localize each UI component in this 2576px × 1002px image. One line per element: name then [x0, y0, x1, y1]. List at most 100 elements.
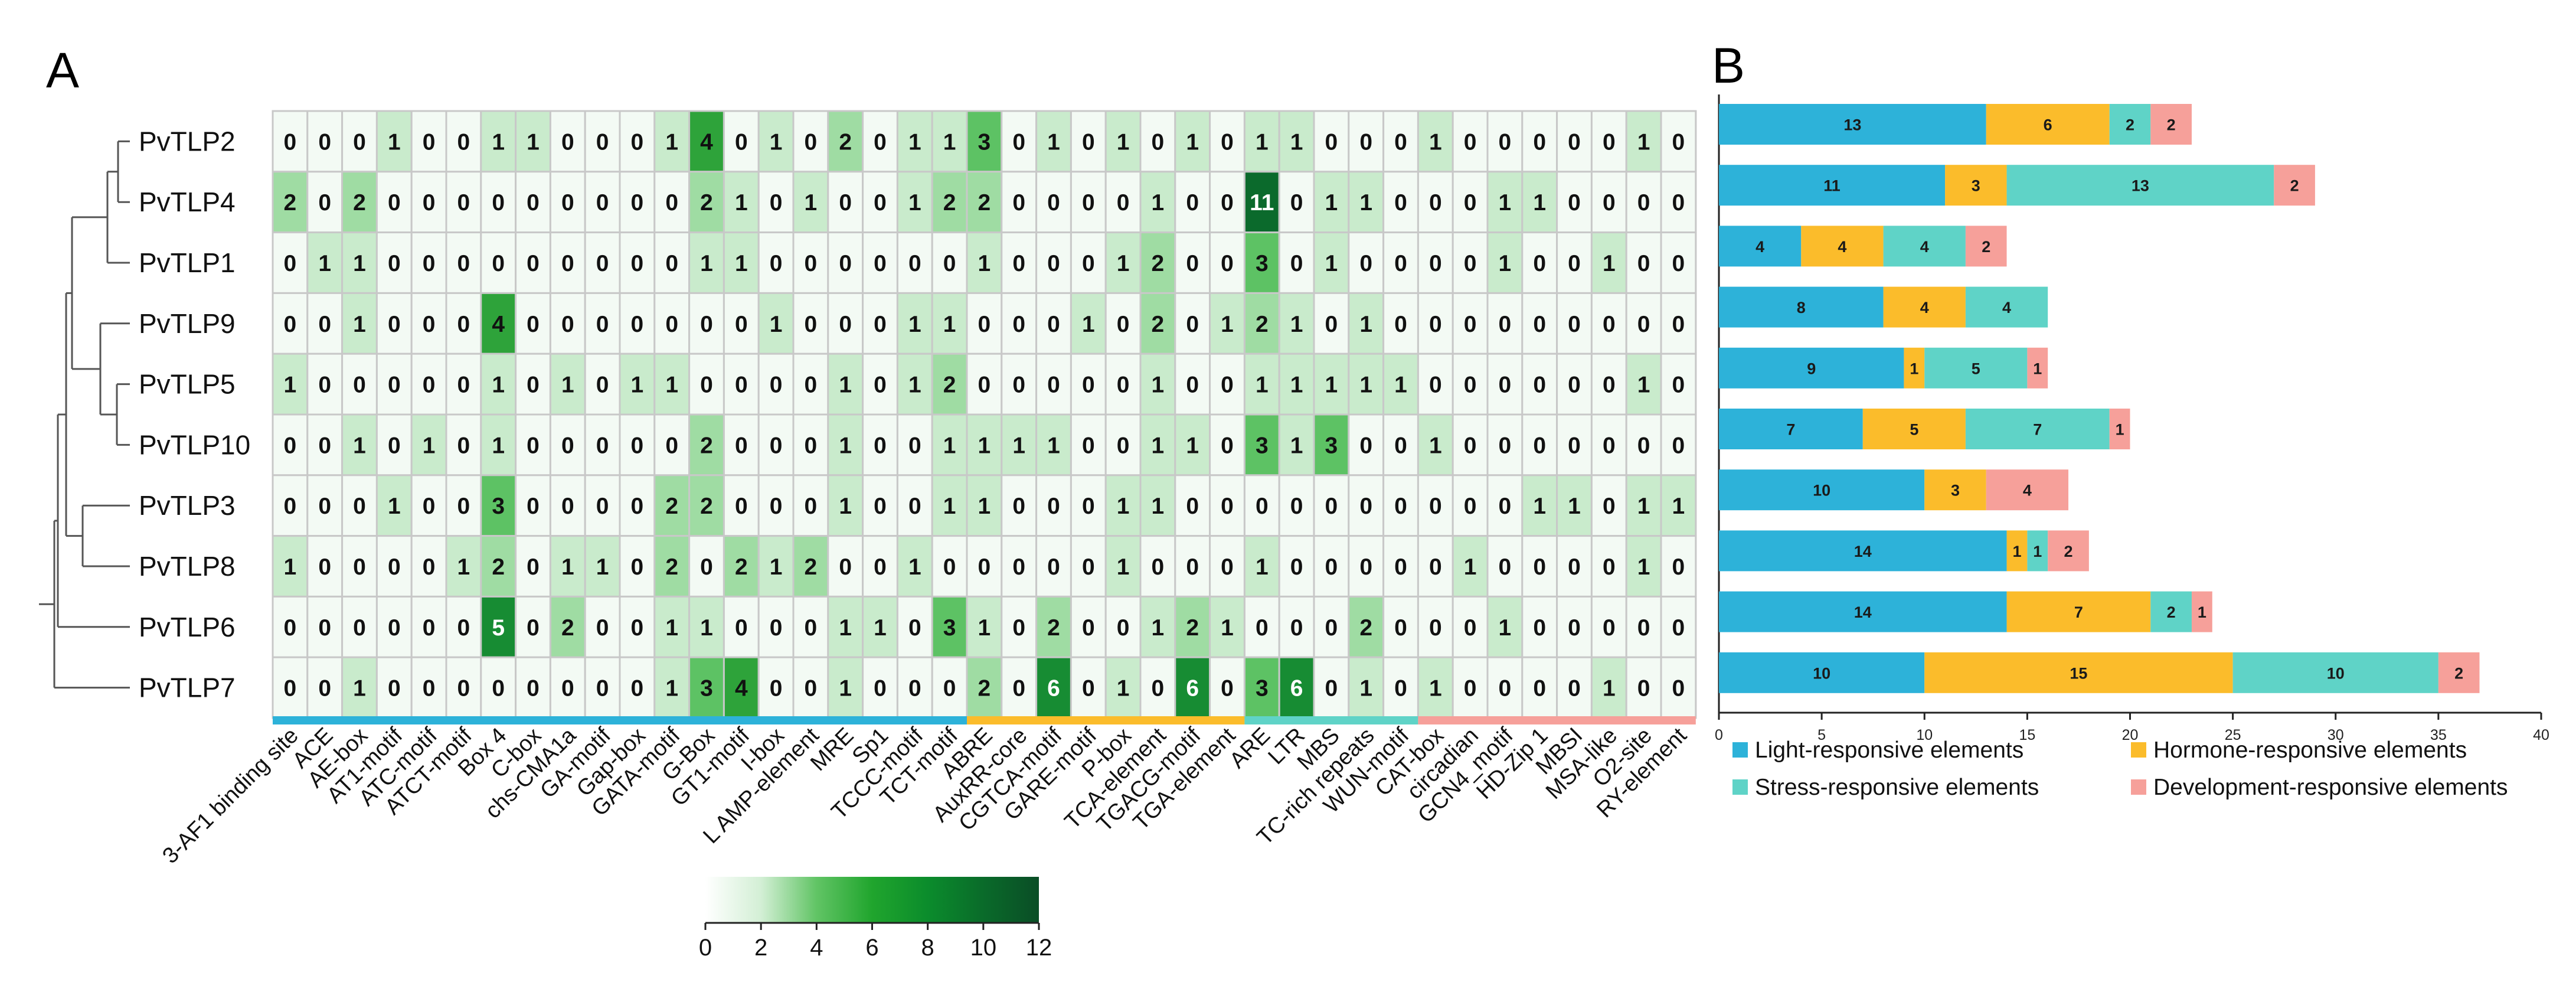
cell-value: 1	[1464, 554, 1477, 580]
cell-value: 1	[839, 373, 852, 398]
bar-value-label: 4	[1920, 299, 1929, 316]
cell-value: 0	[1221, 676, 1234, 701]
cell-value: 0	[353, 494, 366, 519]
heatmap-cell	[341, 595, 378, 658]
cell-value: 1	[1186, 433, 1199, 458]
cell-value: 0	[1568, 129, 1581, 155]
heatmap-cell	[1209, 474, 1245, 537]
cell-value: 1	[1117, 676, 1130, 701]
cell-value: 0	[1186, 554, 1199, 580]
cell-value: 0	[1394, 129, 1407, 155]
heatmap-cell	[341, 656, 378, 719]
cell-value: 0	[1325, 676, 1338, 701]
heatmap-cell	[515, 110, 551, 173]
bar-segment	[2048, 530, 2089, 572]
cell-value: 0	[1568, 190, 1581, 216]
heatmap-cell	[862, 535, 898, 598]
bar-value-label: 8	[1797, 299, 1806, 316]
cell-value: 1	[978, 494, 991, 519]
cell-value: 1	[1533, 494, 1546, 519]
cell-value: 0	[596, 129, 609, 155]
cell-value: 1	[318, 251, 331, 276]
cell-value: 0	[1603, 373, 1616, 398]
cell-value: 0	[770, 251, 783, 276]
cell-value: 0	[284, 615, 297, 641]
cell-value: 0	[596, 494, 609, 519]
cell-value: 0	[874, 190, 887, 216]
heatmap-cell	[1417, 292, 1454, 355]
cell-value: 1	[457, 554, 470, 580]
heatmap-cell	[341, 353, 378, 416]
cell-value: 0	[665, 190, 678, 216]
bar-value-label: 4	[2023, 482, 2032, 500]
heatmap-cell	[688, 171, 725, 234]
cell-value: 0	[1082, 129, 1095, 155]
x-tick-label: 10	[1916, 727, 1933, 743]
row-label: PvTLP5	[139, 369, 236, 400]
cell-value: 0	[1047, 554, 1060, 580]
legend-label: Development-responsive elements	[2153, 775, 2508, 800]
bar-segment	[2150, 104, 2192, 145]
cell-value: 0	[1568, 676, 1581, 701]
bar-value-label: 2	[1982, 238, 1990, 256]
cell-value: 1	[561, 554, 574, 580]
cell-value: 0	[423, 190, 436, 216]
category-group-bar	[273, 716, 967, 724]
cell-value: 6	[1186, 676, 1199, 701]
heatmap-cell	[1209, 595, 1245, 658]
cell-value: 0	[839, 554, 852, 580]
colorbar: 0 2 4 6 8 10 12	[699, 877, 1052, 961]
cell-value: 1	[284, 373, 297, 398]
heatmap-cell	[723, 353, 760, 416]
cell-value: 1	[1359, 676, 1372, 701]
cell-value: 1	[492, 373, 505, 398]
legend-swatch	[1732, 742, 1748, 758]
heatmap-cell	[375, 292, 413, 355]
heatmap-cell	[1035, 171, 1072, 234]
colorbar-gradient	[705, 877, 1039, 923]
heatmap-cell	[1382, 656, 1419, 719]
cell-value: 0	[1533, 554, 1546, 580]
cell-value: 0	[874, 433, 887, 458]
cell-value: 0	[735, 494, 748, 519]
cell-value: 0	[527, 433, 540, 458]
cell-value: 0	[1394, 251, 1407, 276]
heatmap-cell	[1070, 292, 1107, 355]
cell-value: 2	[492, 554, 505, 580]
cell-value: 0	[492, 251, 505, 276]
cell-value: 0	[596, 676, 609, 701]
heatmap-cell	[1556, 353, 1593, 416]
cell-value: 0	[1672, 676, 1685, 701]
cell-value: 1	[908, 129, 921, 155]
heatmap-cell	[757, 353, 795, 416]
row-label: PvTLP9	[139, 308, 236, 339]
cell-value: 11	[1250, 190, 1274, 216]
heatmap-cell	[966, 595, 1003, 658]
cell-value: 0	[1429, 312, 1442, 337]
bar-value-label: 14	[1854, 603, 1872, 621]
heatmap-cell	[1348, 656, 1385, 719]
cell-value: 0	[1533, 615, 1546, 641]
cell-value: 1	[978, 433, 991, 458]
heatmap-cell	[827, 353, 864, 416]
colorbar-tick-label: 10	[970, 935, 997, 961]
heatmap-cell	[306, 474, 344, 537]
panel-letter-b: B	[1712, 38, 1745, 93]
heatmap-cell	[375, 656, 413, 719]
cell-value: 0	[770, 676, 783, 701]
heatmap-cell	[1348, 171, 1385, 234]
heatmap-cell	[1590, 595, 1627, 658]
heatmap-cell	[1001, 353, 1038, 416]
cell-value: 2	[1256, 312, 1269, 337]
heatmap-cell	[1243, 110, 1280, 173]
heatmap-cell	[1209, 110, 1245, 173]
cell-value: 2	[1359, 615, 1372, 641]
heatmap-cell	[619, 535, 656, 598]
heatmap-cell	[896, 656, 933, 719]
heatmap-cell	[1382, 292, 1419, 355]
cell-value: 0	[1047, 312, 1060, 337]
heatmap-cell	[1486, 413, 1524, 476]
bar-segment	[1965, 409, 2110, 449]
cell-value: 3	[1256, 676, 1269, 701]
